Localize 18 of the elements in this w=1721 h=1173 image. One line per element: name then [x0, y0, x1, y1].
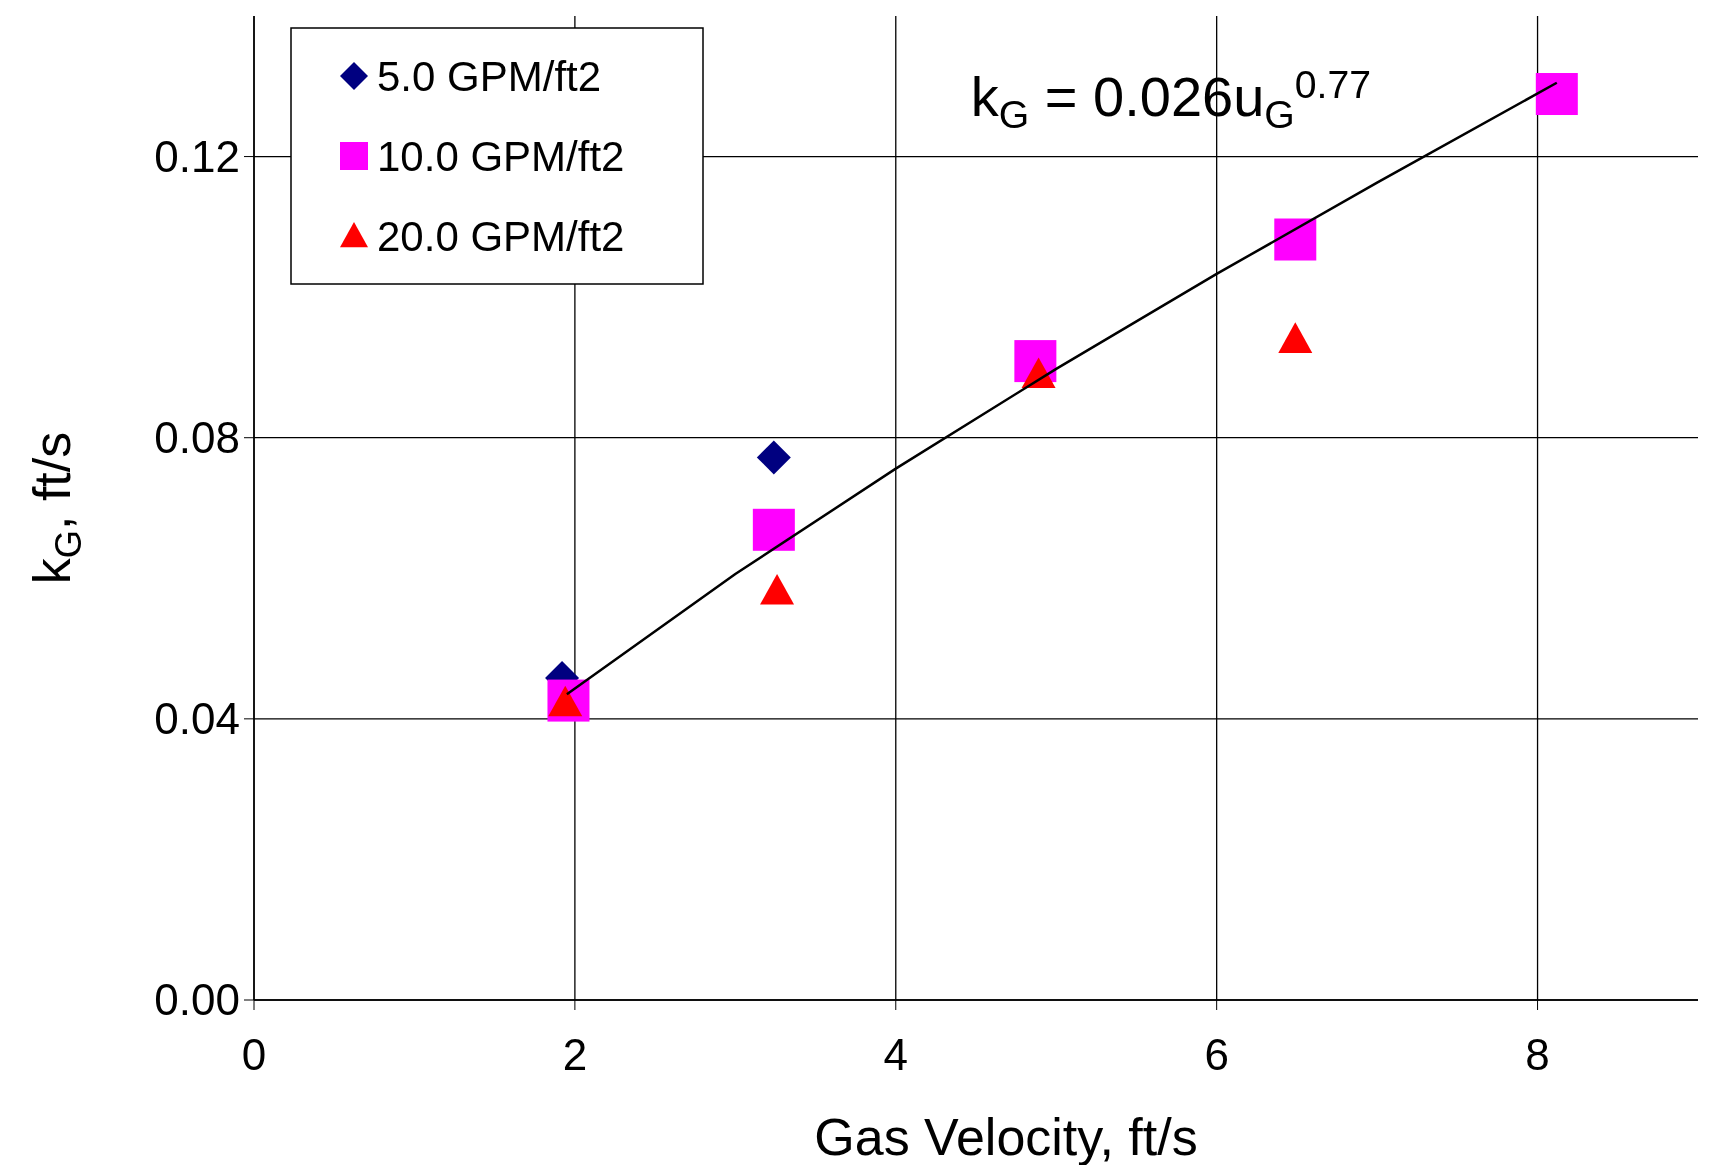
point [1278, 322, 1313, 353]
y-tick-label: 0.08 [154, 412, 240, 462]
point [756, 440, 791, 475]
y-tick-label: 0.12 [154, 131, 240, 181]
x-tick-label: 2 [562, 1030, 588, 1079]
point [760, 573, 795, 605]
legend-label: 10.0 GPM/ft2 [377, 133, 625, 180]
legend-label: 20.0 GPM/ft2 [377, 213, 625, 260]
y-tick-label: 0.00 [154, 975, 240, 1024]
point [752, 508, 795, 551]
legend-label: 5.0 GPM/ft2 [377, 53, 602, 100]
y-tick-label: 0.04 [154, 693, 240, 743]
x-tick-label: 6 [1204, 1030, 1229, 1079]
x-tick-label: 4 [883, 1030, 909, 1079]
x-tick-label: 0 [241, 1030, 267, 1079]
point [1535, 73, 1578, 116]
x-tick-label: 8 [1525, 1030, 1550, 1079]
point [1274, 218, 1317, 261]
